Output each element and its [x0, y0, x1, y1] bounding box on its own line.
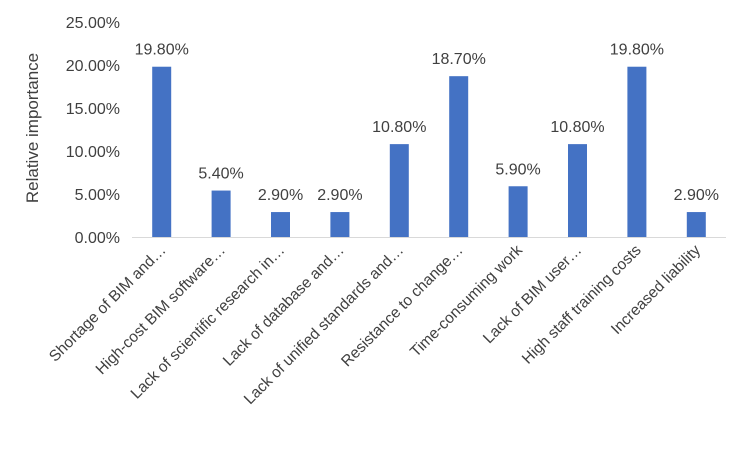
- data-label: 18.70%: [432, 51, 486, 68]
- data-label: 5.90%: [495, 161, 540, 178]
- bar: [152, 66, 172, 237]
- y-tick-label: 10.00%: [66, 144, 120, 161]
- category-label: Shortage of BIM and…: [46, 242, 170, 366]
- data-label: 10.80%: [550, 119, 604, 136]
- data-label: 2.90%: [317, 187, 362, 204]
- y-tick-label: 25.00%: [66, 15, 120, 32]
- bar: [330, 212, 350, 237]
- bar: [211, 190, 231, 237]
- category-label: High staff training costs: [519, 242, 645, 368]
- bar: [568, 144, 587, 237]
- category-label: Resistance to change…: [338, 242, 466, 370]
- bars: [152, 66, 706, 238]
- data-label: 19.80%: [135, 42, 189, 59]
- y-axis-ticks: 0.00% 5.00% 10.00% 15.00% 20.00% 25.00%: [66, 15, 120, 247]
- y-tick-label: 0.00%: [75, 230, 120, 247]
- bar: [449, 76, 469, 238]
- y-axis-title: Relative importance: [23, 53, 42, 203]
- bar: [686, 212, 706, 237]
- data-label: 19.80%: [610, 42, 664, 59]
- bar: [508, 186, 528, 237]
- y-tick-label: 20.00%: [66, 58, 120, 75]
- y-tick-label: 15.00%: [66, 101, 120, 118]
- data-label: 10.80%: [372, 119, 426, 136]
- bar: [627, 66, 647, 237]
- data-labels: 19.80% 5.40% 2.90% 2.90% 10.80% 18.70% 5.90% 10…: [135, 42, 719, 204]
- category-label: Time-consuming work: [407, 242, 526, 361]
- data-label: 2.90%: [258, 187, 303, 204]
- data-label: 5.40%: [198, 166, 243, 183]
- bar: [389, 144, 409, 237]
- y-tick-label: 5.00%: [75, 187, 120, 204]
- bar: [271, 212, 290, 237]
- category-labels: Shortage of BIM and…High-cost BIM softwa…: [46, 242, 704, 408]
- category-label: Lack of database and…: [220, 242, 348, 370]
- category-label: Lack of BIM user…: [480, 242, 585, 347]
- data-label: 2.90%: [674, 187, 719, 204]
